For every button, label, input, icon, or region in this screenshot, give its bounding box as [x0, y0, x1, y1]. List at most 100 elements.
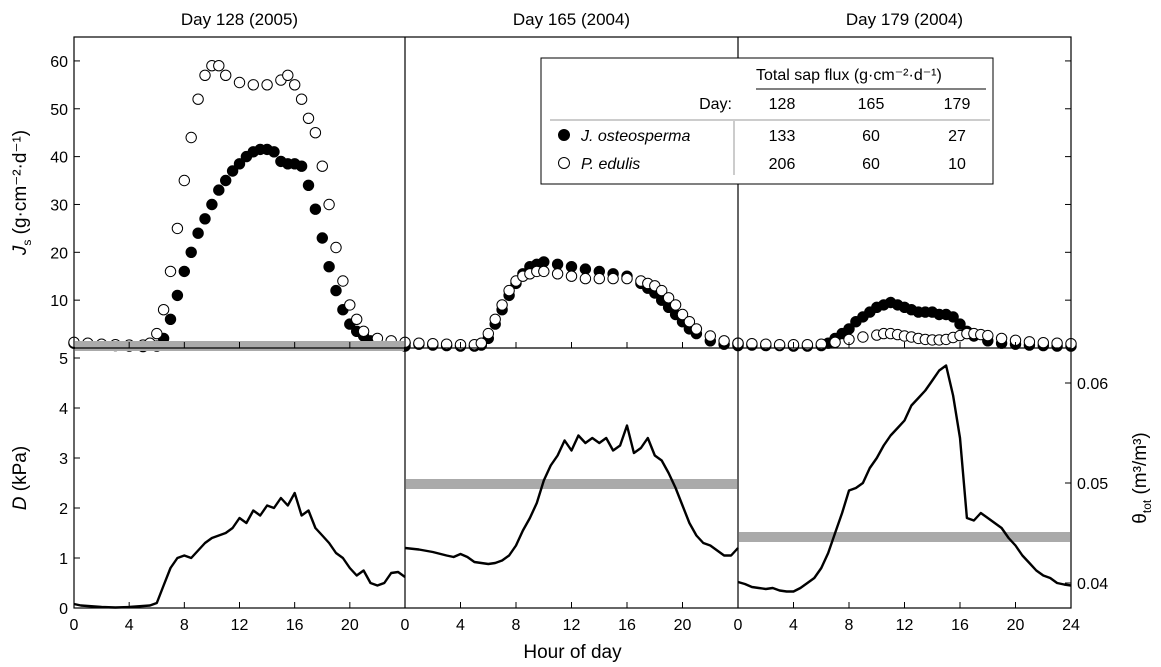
- theta-y-tick-label: 0.06: [1077, 376, 1108, 393]
- pinyon-point: [220, 69, 232, 82]
- juniper-point: [268, 146, 280, 158]
- d-axis-label-italic: D: [10, 496, 31, 510]
- pinyon-point: [261, 79, 273, 91]
- x-tick-label: 20: [674, 617, 692, 634]
- juniper-point: [947, 311, 959, 323]
- pinyon-point: [656, 284, 668, 297]
- pinyon-legend-marker: [558, 157, 570, 169]
- theta-y-tick-label: 0.05: [1077, 476, 1108, 493]
- juniper-total-day179: 27: [948, 128, 966, 145]
- x-tick-label: 8: [845, 617, 854, 634]
- juniper-point: [309, 203, 322, 215]
- pinyon-point: [773, 339, 786, 351]
- d-y-tick-label: 4: [59, 401, 68, 418]
- js-y-tick-label: 20: [50, 245, 68, 262]
- d-panel-3: [737, 364, 1072, 593]
- juniper-point: [323, 261, 335, 273]
- x-tick-label: 24: [1062, 617, 1080, 634]
- js-axis-label-main: J: [10, 245, 31, 256]
- pinyon-point: [857, 331, 869, 343]
- d-axis-label-rest: (kPa): [10, 446, 31, 497]
- juniper-point: [538, 256, 550, 268]
- juniper-total-day165: 60: [862, 128, 880, 145]
- pinyon-series: [399, 265, 744, 351]
- js-panel-2: [399, 256, 744, 352]
- juniper-point: [199, 213, 211, 225]
- juniper-point: [192, 227, 204, 239]
- pinyon-point: [718, 335, 730, 347]
- theta-axis-label: θtot (m³/m³): [1130, 432, 1154, 523]
- x-tick-label: 8: [180, 617, 189, 634]
- panel-title-day179: Day 179 (2004): [846, 10, 963, 29]
- theta-axis-label-rest: (m³/m³): [1130, 432, 1151, 500]
- pinyon-point: [982, 329, 994, 342]
- juniper-point: [213, 184, 225, 196]
- d-y-tick-label: 1: [59, 551, 68, 568]
- panel-title-day165: Day 165 (2004): [513, 10, 630, 29]
- vpd-line: [404, 424, 739, 566]
- x-tick-label: 12: [896, 617, 914, 634]
- x-tick-label: 16: [951, 617, 969, 634]
- theta-tot-band: [406, 479, 737, 489]
- sap-flux-table-day-128: 128: [769, 96, 796, 113]
- label-layer: Day 128 (2005) Day 165 (2004) Day 179 (2…: [10, 10, 1154, 663]
- pinyon-total-day179: 10: [948, 156, 966, 173]
- pinyon-point: [995, 332, 1008, 345]
- d-axis-label: D (kPa): [10, 446, 31, 510]
- d-y-tick-label: 3: [59, 451, 68, 468]
- juniper-point: [579, 263, 592, 275]
- x-axis-label: Hour of day: [523, 642, 622, 663]
- juniper-point: [295, 160, 308, 172]
- pinyon-point: [413, 337, 425, 349]
- sap-flux-table-day-165: 165: [858, 96, 885, 113]
- pinyon-point: [213, 59, 225, 72]
- x-tick-label: 0: [70, 617, 79, 634]
- x-tick-label: 0: [401, 617, 410, 634]
- pinyon-point: [1037, 337, 1050, 349]
- d-y-tick-label: 2: [59, 501, 68, 518]
- pinyon-point: [482, 327, 494, 340]
- d-panel-1: [73, 341, 406, 609]
- juniper-point: [302, 179, 315, 192]
- pinyon-point: [233, 76, 246, 89]
- x-tick-label: 4: [125, 617, 134, 634]
- pinyon-point: [746, 338, 758, 350]
- pinyon-point: [427, 338, 439, 350]
- pinyon-point: [829, 336, 841, 348]
- pinyon-point: [330, 241, 342, 254]
- sap-flux-table-day-label: Day:: [699, 96, 732, 113]
- pinyon-point: [579, 272, 592, 285]
- vpd-line: [73, 491, 406, 609]
- pinyon-point: [157, 304, 170, 316]
- pinyon-point: [178, 174, 191, 187]
- pinyon-point: [503, 284, 515, 297]
- pinyon-total-day165: 60: [862, 156, 880, 173]
- x-tick-label: 12: [231, 617, 249, 634]
- pinyon-point: [247, 79, 260, 91]
- pinyon-point: [440, 338, 453, 350]
- juniper-point: [226, 165, 239, 177]
- pinyon-point: [489, 313, 501, 325]
- pinyon-point: [289, 79, 301, 91]
- juniper-point: [954, 318, 966, 330]
- d-panel-2: [404, 424, 739, 566]
- x-tick-label: 16: [618, 617, 636, 634]
- pinyon-point: [309, 127, 322, 139]
- x-tick-label: 12: [563, 617, 581, 634]
- pinyon-point: [316, 160, 328, 172]
- x-tick-label: 16: [286, 617, 304, 634]
- pinyon-point: [475, 337, 487, 349]
- vpd-line: [737, 364, 1072, 593]
- sap-flux-table-day-179: 179: [944, 96, 971, 113]
- js-axis-label: Js (g·cm⁻²·d⁻¹): [10, 130, 34, 256]
- juniper-point: [233, 158, 246, 170]
- pinyon-point: [496, 299, 508, 311]
- juniper-point: [220, 174, 232, 187]
- juniper-point: [171, 289, 184, 302]
- js-panel-1: [68, 59, 411, 353]
- sap-flux-table: Total sap flux (g·cm⁻²·d⁻¹) Day: 128 165…: [540, 57, 994, 185]
- pinyon-point: [815, 338, 827, 350]
- juniper-legend-label: J. osteosperma: [580, 128, 690, 145]
- js-y-tick-label: 30: [50, 197, 68, 214]
